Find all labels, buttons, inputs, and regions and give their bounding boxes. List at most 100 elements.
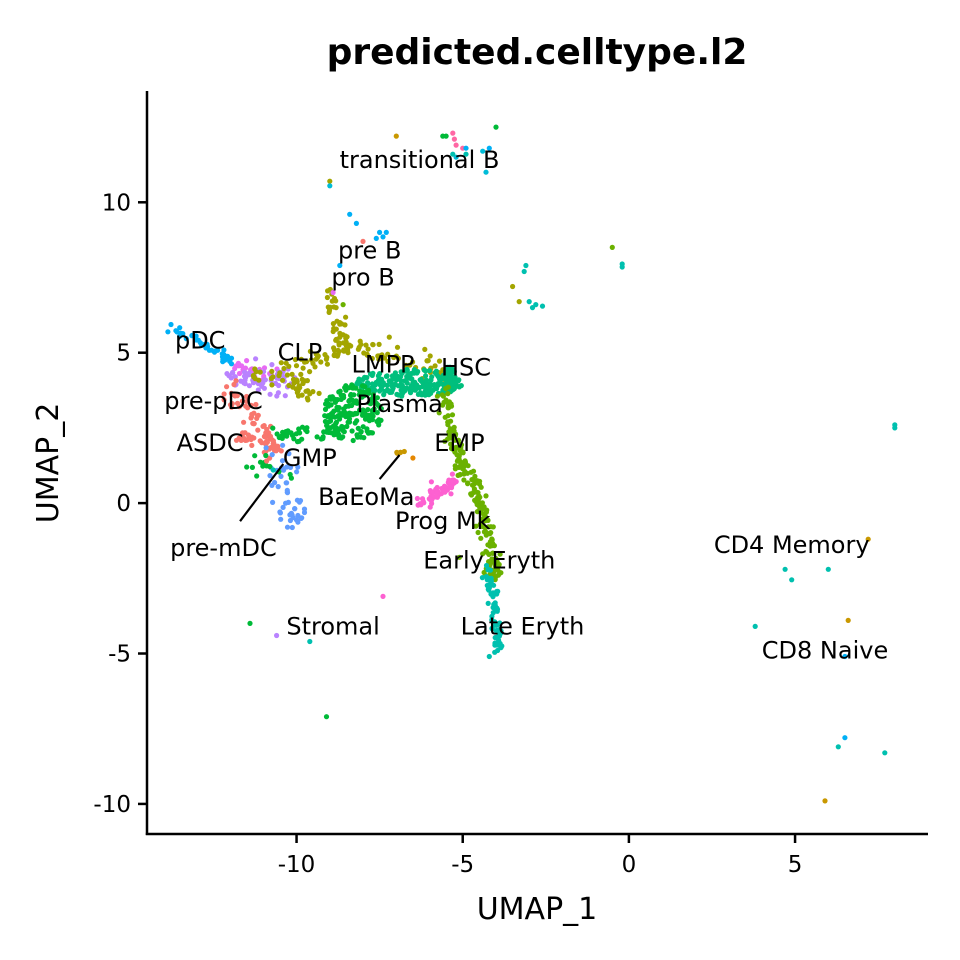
cell-point: [335, 397, 341, 403]
cell-point: [474, 509, 480, 515]
cell-point: [241, 373, 248, 379]
cell-point: [483, 548, 489, 555]
cell-point: [260, 423, 266, 429]
cell-point: [488, 524, 494, 530]
cell-point: [882, 750, 888, 756]
cell-point: [492, 622, 499, 628]
cell-point: [253, 356, 259, 362]
cell-point: [493, 634, 499, 641]
cell-point: [300, 380, 306, 387]
cell-point: [269, 368, 275, 374]
cell-point: [333, 337, 339, 343]
cell-point: [393, 133, 399, 139]
cell-point: [331, 408, 337, 414]
cell-point: [242, 365, 249, 371]
cell-point: [165, 329, 171, 335]
cluster-label: BaEoMa: [318, 483, 414, 511]
cell-point: [341, 408, 347, 414]
cell-point: [193, 337, 199, 343]
cell-point: [232, 393, 238, 399]
cell-point: [304, 378, 310, 384]
cluster-label: pro B: [331, 264, 394, 292]
cell-point: [264, 458, 270, 464]
cluster-label: ASDC: [177, 429, 244, 457]
cell-point: [417, 377, 423, 383]
cell-point: [452, 466, 458, 472]
cell-point: [328, 425, 334, 431]
callout-line: [239, 463, 285, 522]
cell-point: [333, 428, 339, 434]
cluster-label: Prog Mk: [395, 507, 491, 535]
cell-point: [434, 393, 440, 399]
cell-point: [445, 436, 451, 442]
cell-point: [272, 479, 278, 486]
cell-point: [425, 358, 431, 364]
cell-point: [453, 142, 459, 148]
cluster-label: CD8 Naive: [762, 637, 888, 665]
cell-point: [177, 325, 183, 331]
cell-point: [362, 416, 369, 422]
cell-point: [333, 326, 339, 332]
cell-point: [529, 305, 536, 311]
cell-point: [313, 351, 319, 357]
cell-point: [455, 437, 462, 443]
cell-point: [257, 369, 263, 375]
cell-point: [436, 358, 443, 364]
cell-point: [316, 390, 322, 396]
cell-point: [333, 305, 339, 311]
cell-point: [183, 336, 189, 342]
cell-point: [360, 407, 366, 413]
cell-point: [390, 376, 396, 382]
cell-point: [369, 372, 375, 378]
cell-point: [295, 464, 301, 470]
cell-point: [347, 211, 353, 217]
cell-point: [324, 361, 330, 367]
cell-point: [305, 388, 311, 394]
cell-point: [377, 229, 383, 235]
cell-point: [449, 471, 455, 477]
cell-point: [448, 441, 454, 447]
cell-point: [278, 516, 284, 522]
cell-point: [822, 798, 828, 804]
cell-point: [422, 346, 428, 352]
cell-point: [384, 373, 390, 379]
callout-line: [378, 454, 401, 480]
cell-point: [304, 425, 310, 431]
cell-point: [609, 244, 615, 250]
cell-point: [346, 397, 353, 403]
cell-point: [250, 373, 256, 379]
cell-point: [842, 653, 848, 660]
cell-point: [256, 377, 262, 383]
cell-point: [458, 441, 464, 447]
cell-point: [364, 389, 370, 395]
cluster-label: GMP: [283, 444, 337, 472]
cell-point: [275, 484, 281, 490]
cell-point: [344, 423, 350, 430]
cell-point: [401, 448, 407, 455]
cell-point: [244, 464, 250, 470]
cell-point: [227, 402, 234, 408]
cell-point: [373, 235, 379, 241]
cell-point: [268, 375, 274, 382]
cell-point: [516, 299, 522, 305]
cell-point: [314, 434, 320, 440]
cell-point: [242, 377, 248, 383]
cell-point: [398, 369, 404, 375]
cell-point: [509, 283, 516, 290]
cell-point: [478, 535, 484, 541]
cell-point: [434, 494, 440, 500]
cell-point: [296, 499, 303, 505]
cell-point: [286, 451, 292, 457]
cell-point: [275, 390, 281, 396]
scatter-points: [165, 124, 898, 804]
cell-point: [343, 314, 349, 320]
cell-point: [447, 428, 453, 434]
cell-point: [410, 455, 416, 461]
cell-point: [263, 445, 269, 451]
cell-point: [236, 370, 243, 377]
cell-point: [489, 613, 495, 620]
cluster-label: CLP: [278, 339, 323, 367]
cell-point: [445, 384, 451, 390]
cell-point: [493, 124, 499, 130]
x-axis-ticks: -10 -5 0 5: [278, 834, 802, 878]
